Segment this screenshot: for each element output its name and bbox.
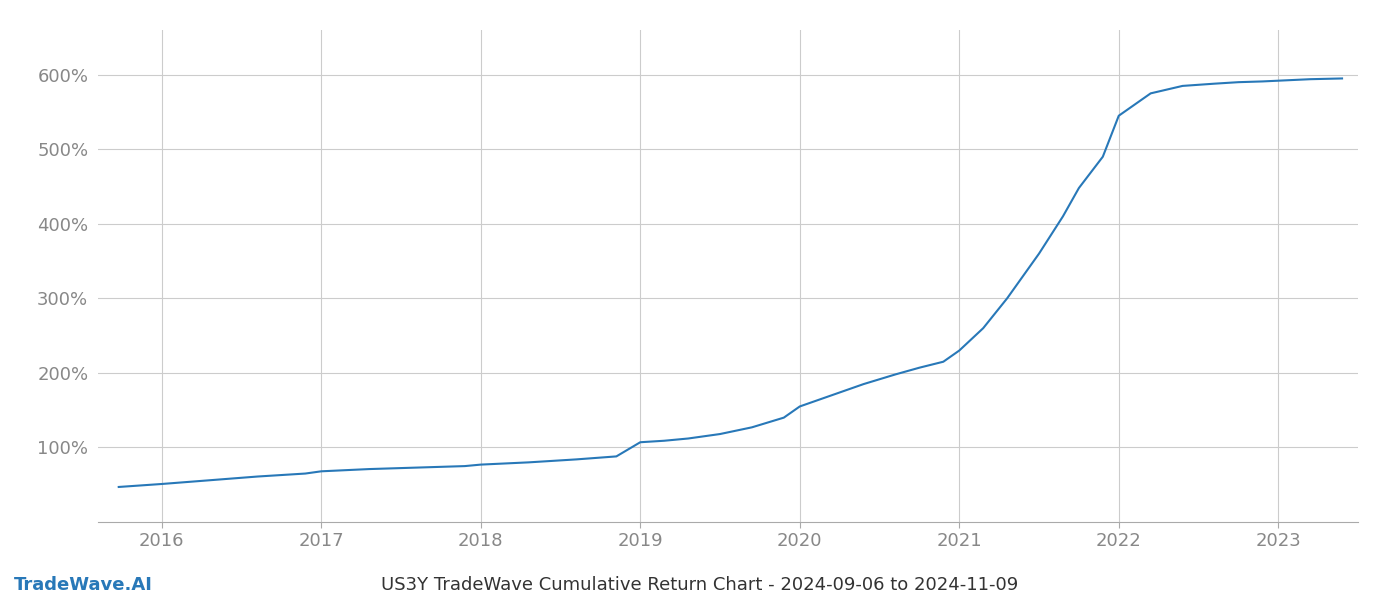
- Text: US3Y TradeWave Cumulative Return Chart - 2024-09-06 to 2024-11-09: US3Y TradeWave Cumulative Return Chart -…: [381, 576, 1019, 594]
- Text: TradeWave.AI: TradeWave.AI: [14, 576, 153, 594]
